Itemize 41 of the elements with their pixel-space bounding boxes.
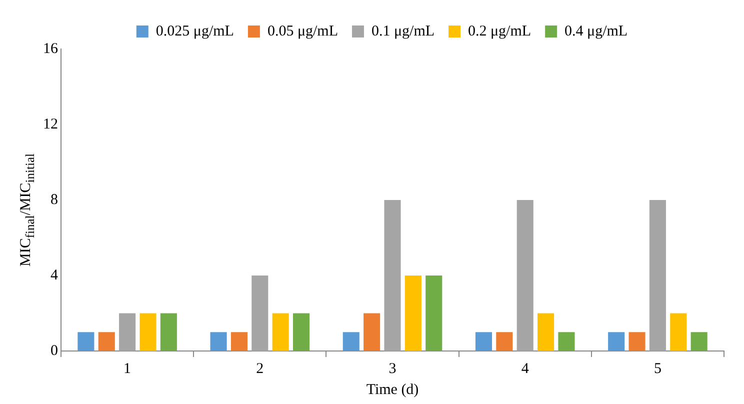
- legend-label: 0.1 μg/mL: [371, 23, 435, 40]
- bar: [426, 276, 442, 351]
- x-tick-label: 1: [124, 360, 132, 377]
- bar: [690, 332, 708, 351]
- legend-label: 0.4 μg/mL: [564, 23, 628, 40]
- bar: [649, 200, 666, 351]
- y-tick-label: 8: [50, 192, 58, 208]
- legend-label: 0.2 μg/mL: [468, 23, 532, 40]
- bar: [78, 332, 94, 351]
- x-tick-label: 3: [388, 360, 396, 377]
- x-axis-title: Time (d): [366, 382, 419, 398]
- bar: [230, 332, 248, 351]
- bar: [628, 332, 646, 351]
- bar: [140, 313, 156, 351]
- bar: [98, 332, 115, 351]
- bar: [404, 276, 422, 351]
- bar: [272, 313, 289, 351]
- bar: [210, 332, 227, 351]
- bar: [160, 313, 177, 351]
- bar: [496, 332, 513, 351]
- x-tick-label: 5: [654, 360, 662, 377]
- legend-label: 0.025 μg/mL: [156, 23, 234, 40]
- bar: [292, 313, 310, 351]
- y-tick-label: 12: [43, 116, 58, 132]
- x-tick-label: 2: [256, 360, 264, 377]
- x-tick-label: 4: [521, 360, 530, 377]
- bar: [475, 332, 492, 351]
- bar: [608, 332, 625, 351]
- y-tick-label: 16: [43, 40, 58, 57]
- bar: [558, 332, 575, 351]
- bar: [516, 200, 534, 351]
- bar: [538, 313, 554, 351]
- bar: [119, 313, 136, 351]
- y-tick-label: 4: [50, 267, 58, 284]
- bar: [670, 313, 687, 351]
- bar: [342, 332, 360, 351]
- bar: [384, 200, 401, 351]
- bar: [364, 313, 380, 351]
- y-tick-label: 0: [50, 342, 58, 359]
- bar: [252, 276, 268, 351]
- legend-label: 0.05 μg/mL: [267, 23, 338, 40]
